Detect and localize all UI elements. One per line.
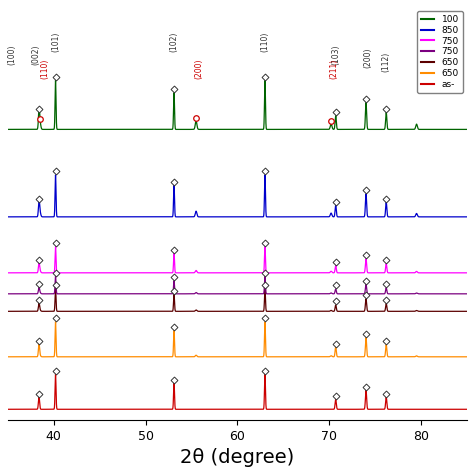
Text: (101): (101) xyxy=(51,32,60,53)
Text: (102): (102) xyxy=(170,32,179,53)
Text: (110): (110) xyxy=(261,32,270,53)
Text: (100): (100) xyxy=(8,44,17,64)
Text: (200): (200) xyxy=(194,58,203,79)
Text: (103): (103) xyxy=(331,44,340,64)
Text: (002): (002) xyxy=(32,44,41,64)
Legend: 100, 850, 750, 750, 650, 650, as-: 100, 850, 750, 750, 650, 650, as- xyxy=(417,11,463,92)
Text: (200): (200) xyxy=(364,48,373,68)
X-axis label: 2θ (degree): 2θ (degree) xyxy=(180,448,294,467)
Text: (004): (004) xyxy=(437,51,446,72)
Text: (112): (112) xyxy=(382,51,391,72)
Text: (211): (211) xyxy=(329,58,338,79)
Text: (110): (110) xyxy=(40,58,49,79)
